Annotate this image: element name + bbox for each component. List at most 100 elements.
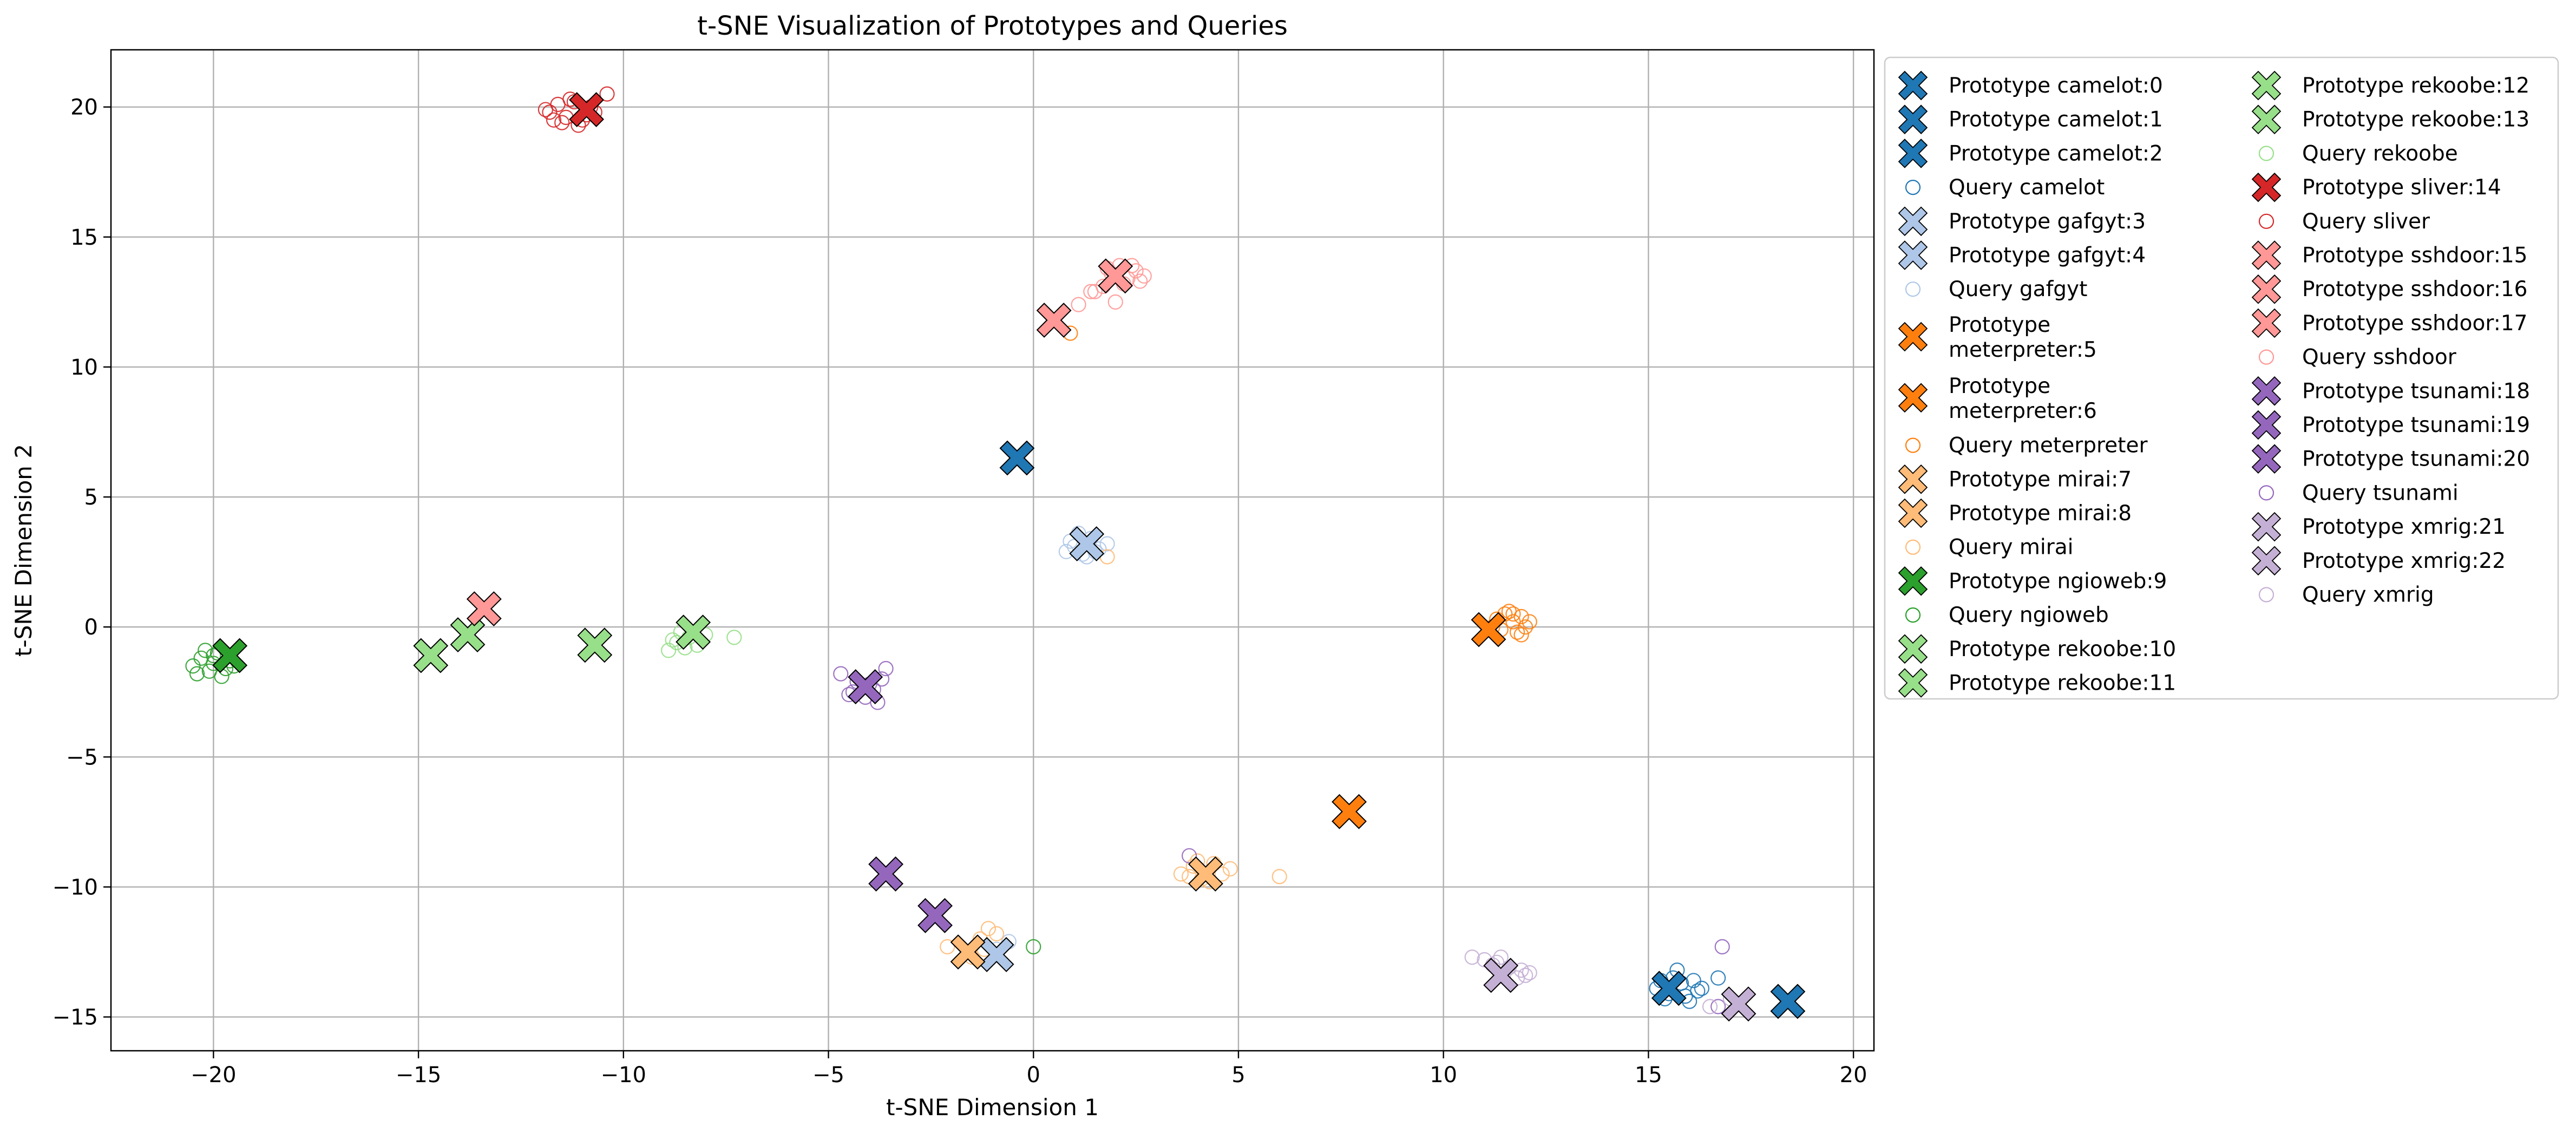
legend-label: Query xmrig <box>2302 583 2434 607</box>
legend-marker-query <box>2258 349 2275 365</box>
legend-marker-query <box>1905 180 1921 195</box>
prototype-gafgyt-3 <box>1069 526 1105 561</box>
query-point-tsunami <box>878 660 894 677</box>
legend-label: Prototype sshdoor:17 <box>2302 311 2528 336</box>
prototype-markers <box>212 92 1806 1022</box>
query-point-xmrig <box>1493 950 1509 965</box>
query-point-tsunami <box>833 666 849 682</box>
query-point-sshdoor <box>1132 273 1148 289</box>
legend-marker-prototype <box>2251 376 2282 406</box>
x-tick-label: 15 <box>1635 1063 1662 1088</box>
legend-label: Prototype gafgyt:3 <box>1949 210 2146 234</box>
query-point-mirai <box>1214 866 1230 882</box>
prototype-mirai-8 <box>950 934 986 970</box>
legend-label: Query tsunami <box>2302 481 2459 505</box>
prototype-tsunami-18 <box>848 669 883 705</box>
query-point-mirai <box>980 921 997 937</box>
query-point-rekoobe <box>661 643 677 658</box>
query-point-xmrig <box>1518 967 1533 983</box>
legend-label: Query meterpreter <box>1949 434 2148 458</box>
y-tick-label: 20 <box>70 95 98 120</box>
y-tick-label: 5 <box>84 485 98 510</box>
legend-marker-query <box>2258 587 2275 603</box>
prototype-meterpreter-6 <box>1332 794 1367 829</box>
query-point-xmrig <box>1513 963 1529 978</box>
query-point-mirai <box>1222 861 1238 876</box>
prototype-camelot-1 <box>1651 971 1687 1006</box>
query-point-mirai <box>1173 866 1189 882</box>
y-axis-title: t-SNE Dimension 2 <box>10 444 37 657</box>
legend-marker-prototype <box>2251 410 2282 440</box>
legend-label: Prototype camelot:0 <box>1949 74 2163 98</box>
query-point-meterpreter <box>1513 627 1529 643</box>
legend-marker-query <box>1905 539 1921 555</box>
query-point-sliver <box>599 86 615 102</box>
legend-label: Prototype rekoobe:11 <box>1949 671 2176 696</box>
legend-marker-query <box>1905 282 1921 297</box>
legend-marker-prototype <box>1898 240 1928 270</box>
query-point-sliver <box>554 115 570 130</box>
query-point-xmrig <box>1702 999 1718 1014</box>
legend-marker-prototype <box>1898 566 1928 596</box>
query-point-sshdoor <box>1087 284 1103 299</box>
query-point-sshdoor <box>1083 284 1099 299</box>
query-point-meterpreter <box>1509 624 1525 640</box>
legend-label: Query mirai <box>1949 535 2074 560</box>
prototype-sshdoor-17 <box>466 591 502 627</box>
query-point-rekoobe <box>726 630 742 645</box>
query-point-sshdoor <box>1136 268 1152 284</box>
query-point-sshdoor <box>1071 297 1086 312</box>
legend-label: Prototype meterpreter:5 <box>1949 313 2097 362</box>
legend-label: Prototype camelot:1 <box>1949 108 2163 132</box>
query-point-sshdoor <box>1107 294 1123 310</box>
prototype-sliver-14 <box>569 92 605 127</box>
prototype-tsunami-19 <box>868 856 904 892</box>
x-tick-label: −20 <box>191 1063 236 1088</box>
query-point-ngioweb <box>1026 939 1041 954</box>
y-tick-label: 10 <box>70 355 98 380</box>
y-tick-label: 15 <box>70 225 98 250</box>
legend-label: Prototype gafgyt:4 <box>1949 244 2146 268</box>
legend-marker-prototype <box>1898 104 1928 134</box>
legend-label: Query camelot <box>1949 175 2105 200</box>
query-point-camelot <box>1710 970 1726 986</box>
query-point-sliver <box>538 102 553 117</box>
legend-label: Query sliver <box>2302 210 2430 234</box>
legend-marker-prototype <box>2251 546 2282 576</box>
legend-marker-prototype <box>1898 322 1928 352</box>
legend-marker-prototype <box>2251 70 2282 101</box>
legend-label: Prototype mirai:7 <box>1949 467 2132 492</box>
legend-label: Prototype sliver:14 <box>2302 175 2501 200</box>
query-point-mirai <box>1271 869 1287 885</box>
legend: Prototype camelot:0 Prototype camelot:1 Pr… <box>1884 56 2559 700</box>
prototype-camelot-2 <box>1770 984 1806 1019</box>
query-point-meterpreter <box>1522 614 1537 630</box>
legend-label: Prototype camelot:2 <box>1949 141 2163 166</box>
legend-marker-prototype <box>2251 274 2282 304</box>
query-point-meterpreter <box>1505 606 1521 622</box>
legend-label: Prototype sshdoor:15 <box>2302 244 2528 268</box>
query-point-sshdoor <box>1128 263 1144 279</box>
prototype-xmrig-22 <box>1721 986 1756 1022</box>
query-point-mirai <box>940 939 955 954</box>
legend-marker-prototype <box>2251 512 2282 542</box>
query-point-ngioweb <box>189 666 205 682</box>
legend-marker-prototype <box>1898 498 1928 528</box>
y-tick-label: 0 <box>84 615 98 640</box>
query-point-tsunami <box>1710 999 1726 1014</box>
legend-marker-query <box>2258 146 2275 161</box>
legend-marker-prototype <box>1898 634 1928 664</box>
legend-box <box>1884 56 2559 700</box>
legend-label: Prototype tsunami:19 <box>2302 413 2530 437</box>
x-tick-label: 10 <box>1430 1063 1457 1088</box>
plot-area-frame <box>110 49 1875 1052</box>
x-tick-label: −15 <box>396 1063 441 1088</box>
query-point-meterpreter <box>1501 604 1517 619</box>
x-axis-title: t-SNE Dimension 1 <box>886 1094 1099 1121</box>
legend-marker-query <box>2258 485 2275 501</box>
prototype-camelot-0 <box>999 440 1035 476</box>
prototype-rekoobe-10 <box>413 638 449 673</box>
query-point-sliver <box>546 112 562 128</box>
